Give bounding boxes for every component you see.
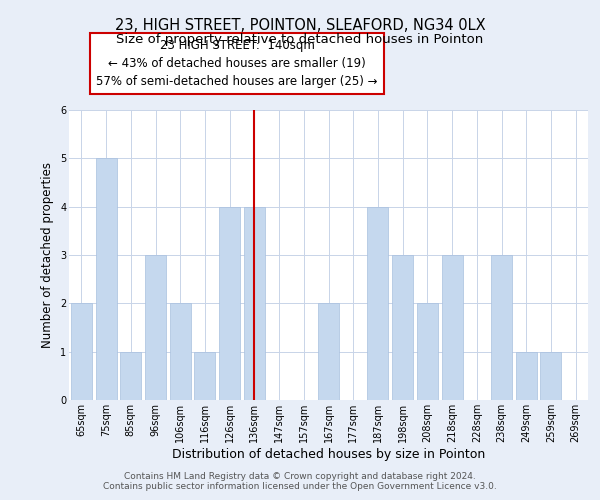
Bar: [244, 206, 265, 400]
Text: Contains public sector information licensed under the Open Government Licence v3: Contains public sector information licen…: [103, 482, 497, 491]
Bar: [71, 304, 92, 400]
Bar: [491, 255, 512, 400]
Y-axis label: Number of detached properties: Number of detached properties: [41, 162, 55, 348]
Bar: [417, 304, 438, 400]
Bar: [170, 304, 191, 400]
Text: 23, HIGH STREET, POINTON, SLEAFORD, NG34 0LX: 23, HIGH STREET, POINTON, SLEAFORD, NG34…: [115, 18, 485, 32]
Bar: [194, 352, 215, 400]
Bar: [95, 158, 116, 400]
Bar: [442, 255, 463, 400]
Bar: [120, 352, 141, 400]
Text: Contains HM Land Registry data © Crown copyright and database right 2024.: Contains HM Land Registry data © Crown c…: [124, 472, 476, 481]
Text: Size of property relative to detached houses in Pointon: Size of property relative to detached ho…: [116, 32, 484, 46]
Bar: [367, 206, 388, 400]
Text: 23 HIGH STREET:  140sqm
← 43% of detached houses are smaller (19)
57% of semi-de: 23 HIGH STREET: 140sqm ← 43% of detached…: [97, 40, 378, 88]
Bar: [392, 255, 413, 400]
X-axis label: Distribution of detached houses by size in Pointon: Distribution of detached houses by size …: [172, 448, 485, 460]
Bar: [516, 352, 537, 400]
Bar: [219, 206, 240, 400]
Bar: [145, 255, 166, 400]
Bar: [318, 304, 339, 400]
Bar: [541, 352, 562, 400]
